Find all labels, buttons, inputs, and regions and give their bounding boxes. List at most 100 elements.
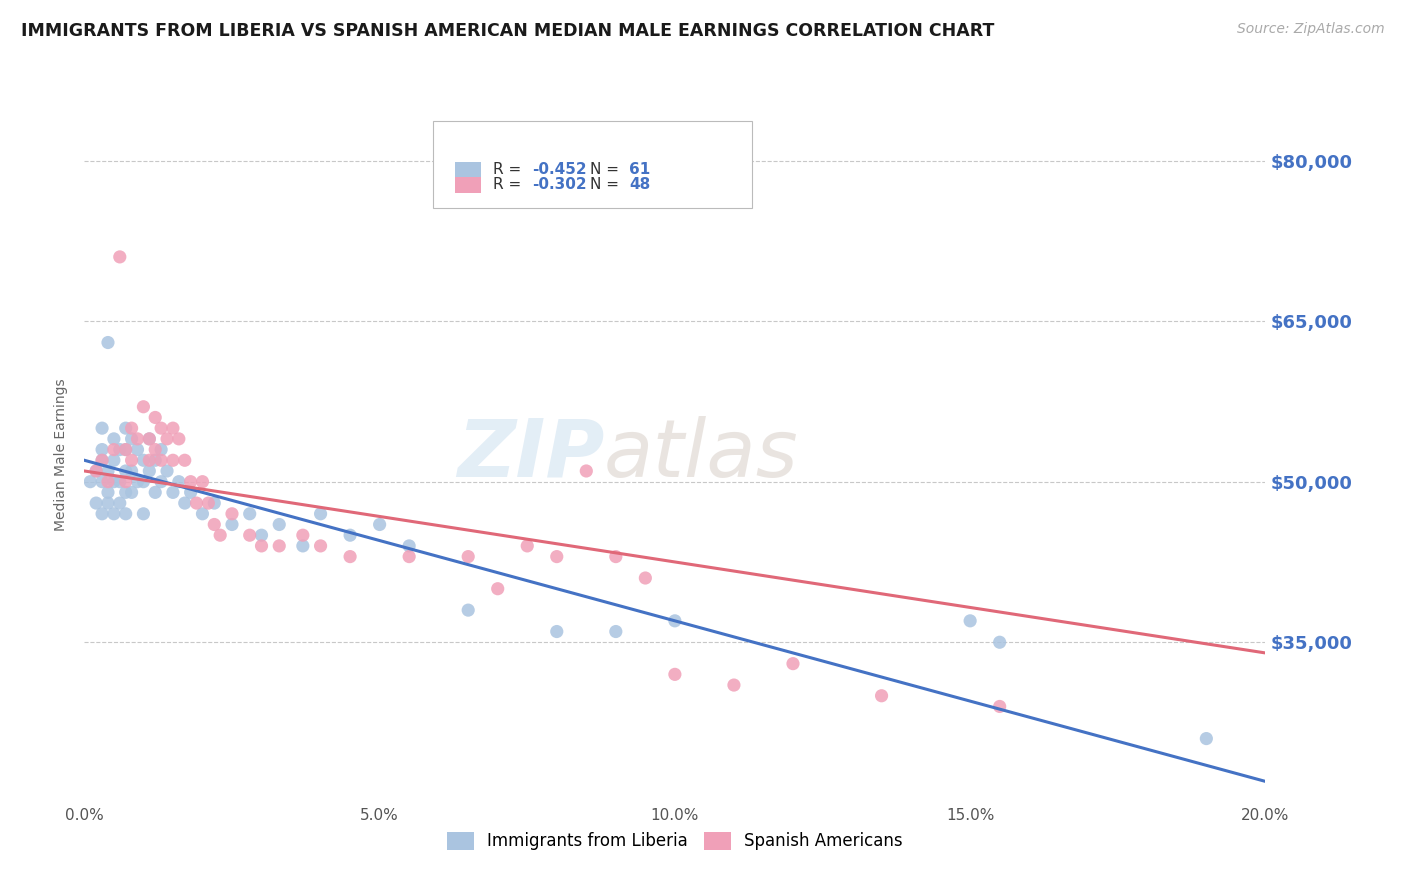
FancyBboxPatch shape	[456, 162, 481, 178]
Point	[516, 539, 538, 553]
Point	[575, 464, 598, 478]
Point	[97, 496, 120, 510]
Point	[339, 549, 361, 564]
Point	[143, 453, 166, 467]
Text: atlas: atlas	[605, 416, 799, 494]
Point	[108, 496, 131, 510]
Point	[457, 549, 479, 564]
Point	[269, 517, 291, 532]
Point	[91, 475, 114, 489]
Point	[91, 442, 114, 457]
Point	[114, 507, 136, 521]
Text: R =: R =	[494, 162, 526, 178]
Point	[103, 432, 125, 446]
Point	[988, 699, 1011, 714]
Point	[180, 475, 202, 489]
Point	[138, 453, 160, 467]
Point	[309, 539, 332, 553]
Point	[191, 507, 214, 521]
Point	[103, 507, 125, 521]
Point	[959, 614, 981, 628]
Point	[664, 614, 686, 628]
Point	[162, 453, 184, 467]
Point	[114, 442, 136, 457]
Text: 61: 61	[628, 162, 650, 178]
Point	[114, 485, 136, 500]
Point	[103, 442, 125, 457]
Point	[121, 453, 143, 467]
Point	[180, 485, 202, 500]
Point	[269, 539, 291, 553]
Point	[221, 507, 243, 521]
Point	[103, 453, 125, 467]
Point	[988, 635, 1011, 649]
Point	[202, 496, 225, 510]
Text: 48: 48	[628, 178, 650, 193]
Text: Source: ZipAtlas.com: Source: ZipAtlas.com	[1237, 22, 1385, 37]
Point	[121, 485, 143, 500]
Point	[239, 528, 262, 542]
Text: IMMIGRANTS FROM LIBERIA VS SPANISH AMERICAN MEDIAN MALE EARNINGS CORRELATION CHA: IMMIGRANTS FROM LIBERIA VS SPANISH AMERI…	[21, 22, 994, 40]
Point	[97, 335, 120, 350]
Y-axis label: Median Male Earnings: Median Male Earnings	[55, 378, 69, 532]
Point	[870, 689, 893, 703]
Point	[339, 528, 361, 542]
Point	[114, 442, 136, 457]
Point	[127, 432, 149, 446]
Point	[162, 421, 184, 435]
Point	[398, 549, 420, 564]
Legend: Immigrants from Liberia, Spanish Americans: Immigrants from Liberia, Spanish America…	[440, 825, 910, 857]
Point	[782, 657, 804, 671]
Point	[167, 432, 190, 446]
Point	[664, 667, 686, 681]
Point	[186, 496, 208, 510]
Point	[221, 517, 243, 532]
Point	[121, 421, 143, 435]
Point	[97, 485, 120, 500]
Point	[114, 464, 136, 478]
Point	[91, 453, 114, 467]
Point	[398, 539, 420, 553]
Point	[132, 400, 155, 414]
Point	[97, 475, 120, 489]
Point	[138, 432, 160, 446]
Point	[250, 539, 273, 553]
Text: R =: R =	[494, 178, 526, 193]
Point	[605, 549, 627, 564]
Point	[108, 442, 131, 457]
Point	[103, 475, 125, 489]
Point	[457, 603, 479, 617]
FancyBboxPatch shape	[456, 178, 481, 193]
Point	[127, 475, 149, 489]
Point	[250, 528, 273, 542]
Point	[91, 453, 114, 467]
Point	[121, 464, 143, 478]
Point	[79, 475, 101, 489]
Point	[197, 496, 219, 510]
Point	[138, 464, 160, 478]
Text: N =: N =	[591, 178, 624, 193]
Point	[546, 549, 568, 564]
Point	[143, 442, 166, 457]
Point	[156, 464, 179, 478]
FancyBboxPatch shape	[433, 121, 752, 208]
Point	[173, 496, 195, 510]
Point	[127, 442, 149, 457]
Point	[150, 453, 173, 467]
Point	[486, 582, 509, 596]
Point	[173, 453, 195, 467]
Point	[84, 464, 107, 478]
Point	[723, 678, 745, 692]
Point	[150, 421, 173, 435]
Point	[97, 464, 120, 478]
Point	[309, 507, 332, 521]
Point	[634, 571, 657, 585]
Point	[114, 475, 136, 489]
Point	[167, 475, 190, 489]
Point	[202, 517, 225, 532]
Point	[108, 250, 131, 264]
Text: ZIP: ZIP	[457, 416, 605, 494]
Point	[150, 442, 173, 457]
Point	[191, 475, 214, 489]
Point	[132, 475, 155, 489]
